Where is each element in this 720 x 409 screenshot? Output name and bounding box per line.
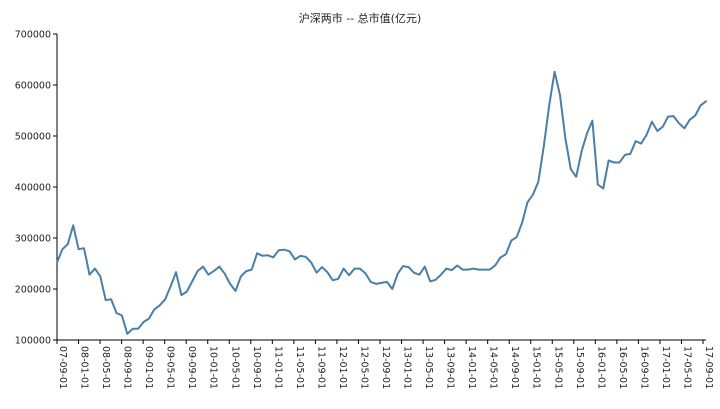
x-tick-label: 15-09-01	[574, 346, 585, 389]
x-tick-label: 15-01-01	[531, 346, 542, 389]
x-tick-label: 11-01-01	[272, 346, 283, 389]
x-tick-label: 08-09-01	[122, 346, 133, 389]
series-layer	[56, 70, 707, 335]
x-tick-label: 07-09-01	[57, 346, 68, 389]
x-tick-label: 16-01-01	[595, 346, 606, 389]
x-tick-label: 14-05-01	[488, 346, 499, 389]
series-line	[56, 70, 707, 335]
x-tick-label: 12-09-01	[380, 346, 391, 389]
x-tick-label: 09-05-01	[165, 346, 176, 389]
x-tick-label: 17-09-01	[703, 346, 714, 389]
y-tick-label: 600000	[15, 81, 51, 92]
x-tick-label: 17-01-01	[660, 346, 671, 389]
x-tick-label: 11-09-01	[315, 346, 326, 389]
y-tick-label: 200000	[15, 285, 51, 296]
y-tick-label: 400000	[15, 183, 51, 194]
x-tick-label: 10-05-01	[229, 346, 240, 389]
x-tick-label: 09-09-01	[186, 346, 197, 389]
x-tick-label: 16-09-01	[638, 346, 649, 389]
x-tick-label: 15-05-01	[552, 346, 563, 389]
x-tick-label: 08-05-01	[100, 346, 111, 389]
x-tick-label: 10-09-01	[251, 346, 262, 389]
x-tick-label: 13-09-01	[445, 346, 456, 389]
x-tick-label: 14-01-01	[466, 346, 477, 389]
x-tick-label: 12-01-01	[337, 346, 348, 389]
x-tick-label: 08-01-01	[79, 346, 90, 389]
x-tick-label: 11-05-01	[294, 346, 305, 389]
y-tick-label: 300000	[15, 234, 51, 245]
x-tick-label: 17-05-01	[681, 346, 692, 389]
chart-title: 沪深两市 -- 总市值(亿元)	[299, 11, 422, 25]
x-axis-ticks: 07-09-01 08-01-01 08-05-01 08-09-01 09-01-01…	[56, 340, 714, 389]
y-tick-label: 100000	[15, 336, 51, 347]
x-tick-label: 12-05-01	[358, 346, 369, 389]
x-tick-label: 13-01-01	[402, 346, 413, 389]
x-tick-label: 13-05-01	[423, 346, 434, 389]
y-axis-ticks: 100000 200000 300000 400000 500000 600000 7000…	[15, 30, 57, 347]
x-tick-label: 14-09-01	[509, 346, 520, 389]
x-tick-label: 10-01-01	[208, 346, 219, 389]
y-tick-label: 700000	[15, 30, 51, 41]
x-tick-label: 09-01-01	[143, 346, 154, 389]
x-tick-label: 16-05-01	[617, 346, 628, 389]
y-tick-label: 500000	[15, 132, 51, 143]
